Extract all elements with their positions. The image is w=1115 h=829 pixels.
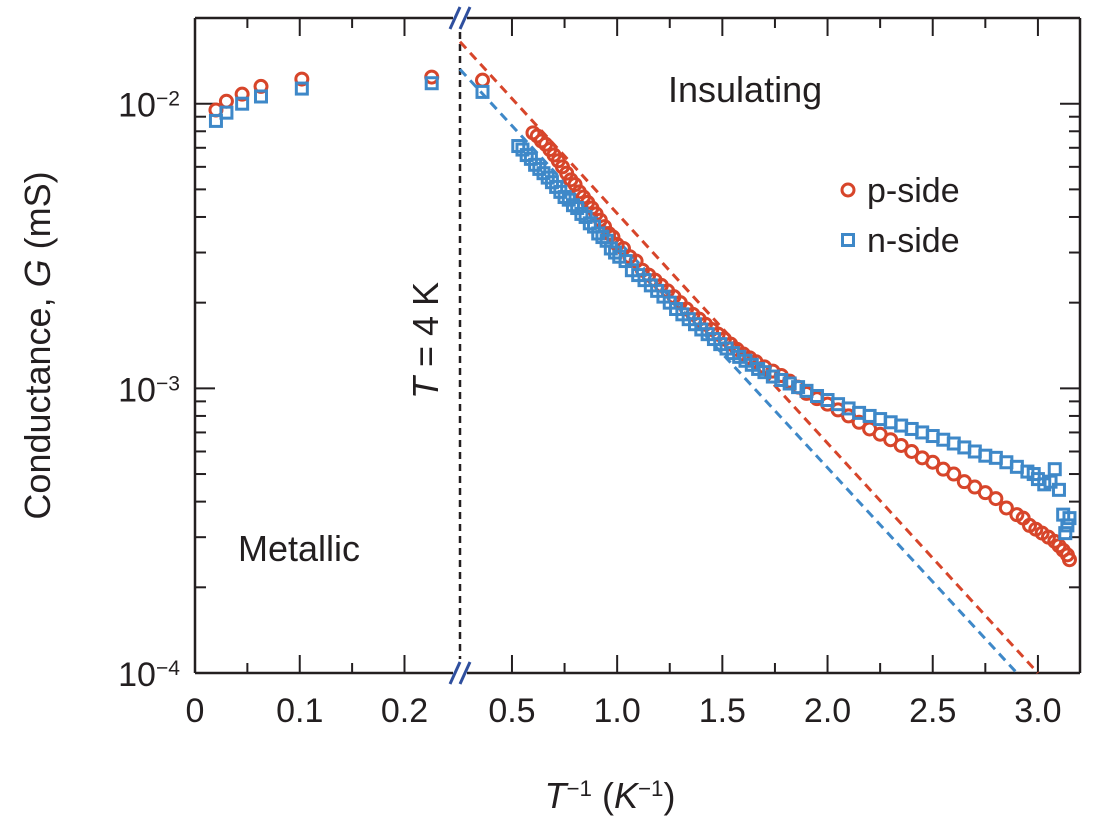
data-point-p-side [893,437,909,453]
x-tick-label: 0.1 [276,692,323,730]
legend-marker-n-side [841,233,855,247]
data-points [208,69,1077,568]
data-point-p-side [925,454,941,470]
data-point-n-side [253,89,268,104]
x-axis-title: T−1 (K−1) [545,775,676,816]
legend-label-n-side: n-side [867,222,960,260]
y-tick-label: 10−4 [118,656,180,694]
data-point-p-side [234,86,250,102]
temperature-marker-label: T = 4 K [405,282,446,399]
data-point-n-side [1058,526,1073,541]
plot-frame [193,6,1082,685]
data-point-p-side [904,443,920,459]
chart-labels: 10−2 10−3 10−40 0.1 0.2 0.5 1.0 1.5 2.0 2.5 3.0 T =… [17,69,1062,816]
data-point-n-side [294,81,309,96]
x-tick-label: 0.2 [381,692,428,730]
data-point-n-side [235,96,250,111]
y-tick-label: 10−2 [118,87,180,125]
data-point-n-side [475,84,490,99]
data-point-n-side [774,372,789,387]
x-tick-label: 3.0 [1014,692,1061,730]
data-point-p-side [294,71,310,87]
legend-label-p-side: p-side [867,172,960,210]
axis-break-mark [448,661,462,685]
region-label-metallic: Metallic [238,528,360,569]
axis-break-mark [458,6,472,30]
region-label-insulating: Insulating [668,69,822,110]
data-point-p-side [475,72,491,88]
y-tick-label: 10−3 [118,371,180,409]
data-point-n-side [219,105,234,120]
x-tick-label: 2.0 [804,692,851,730]
data-point-n-side [1051,482,1066,497]
data-point-p-side [218,93,234,109]
x-tick-label: 0.5 [488,692,535,730]
data-point-n-side [1062,511,1077,526]
data-point-p-side [946,466,962,482]
data-point-n-side [1060,518,1075,533]
data-point-n-side [765,369,780,384]
axis-break-mark [448,6,462,30]
x-tick-label: 1.5 [699,692,746,730]
y-axis-title: Conductance, G (mS) [17,171,58,519]
axis-break-mark [458,661,472,685]
data-point-n-side [208,113,223,128]
data-point-n-side [791,380,806,395]
data-point-n-side [424,76,439,91]
data-point-n-side [1047,462,1062,477]
data-point-p-side [1061,552,1077,568]
legend-marker-p-side [840,182,856,198]
fit-line-n-side [458,68,1018,675]
data-point-p-side [998,500,1014,516]
x-tick-label: 2.5 [909,692,956,730]
data-point-n-side [782,376,797,391]
data-point-p-side [988,491,1004,507]
data-point-p-side [567,177,583,193]
x-tick-label: 0 [186,692,205,730]
x-tick-label: 1.0 [594,692,641,730]
